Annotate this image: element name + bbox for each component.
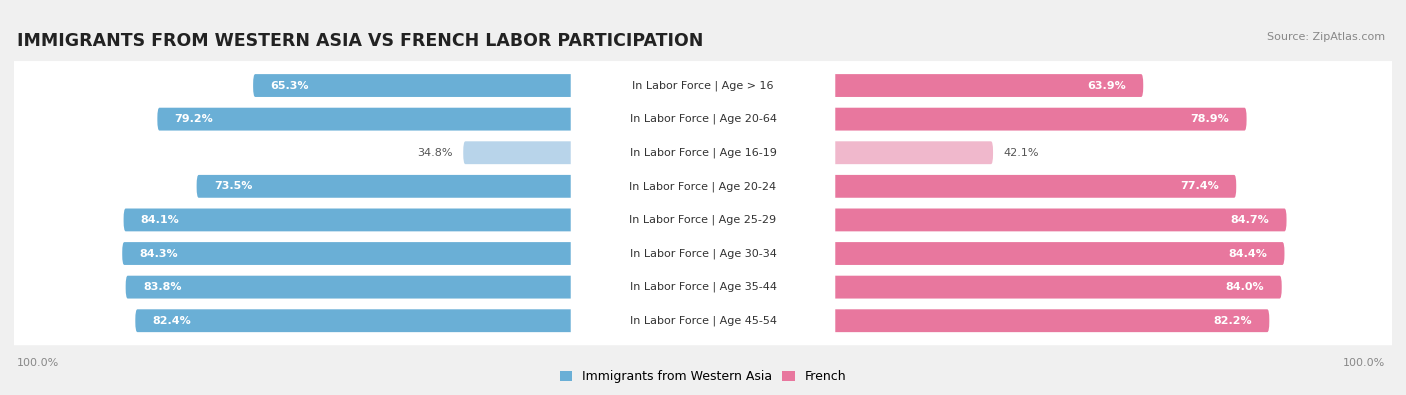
Text: 84.3%: 84.3% [139, 248, 179, 258]
Text: In Labor Force | Age 20-24: In Labor Force | Age 20-24 [630, 181, 776, 192]
Text: 84.0%: 84.0% [1226, 282, 1264, 292]
FancyBboxPatch shape [122, 242, 703, 265]
FancyBboxPatch shape [571, 202, 835, 238]
Legend: Immigrants from Western Asia, French: Immigrants from Western Asia, French [554, 365, 852, 388]
Text: In Labor Force | Age 30-34: In Labor Force | Age 30-34 [630, 248, 776, 259]
FancyBboxPatch shape [703, 209, 1286, 231]
Text: 84.4%: 84.4% [1229, 248, 1267, 258]
Text: In Labor Force | Age 25-29: In Labor Force | Age 25-29 [630, 214, 776, 225]
FancyBboxPatch shape [703, 276, 1282, 299]
FancyBboxPatch shape [13, 61, 1393, 110]
FancyBboxPatch shape [13, 95, 1393, 144]
FancyBboxPatch shape [13, 196, 1393, 245]
FancyBboxPatch shape [703, 309, 1270, 332]
Text: In Labor Force | Age 16-19: In Labor Force | Age 16-19 [630, 147, 776, 158]
Text: 82.2%: 82.2% [1213, 316, 1253, 326]
Text: 100.0%: 100.0% [1343, 358, 1385, 369]
FancyBboxPatch shape [703, 242, 1285, 265]
Text: 34.8%: 34.8% [418, 148, 453, 158]
FancyBboxPatch shape [125, 276, 703, 299]
Text: 79.2%: 79.2% [174, 114, 214, 124]
Text: 78.9%: 78.9% [1191, 114, 1229, 124]
Text: 84.7%: 84.7% [1230, 215, 1270, 225]
Text: IMMIGRANTS FROM WESTERN ASIA VS FRENCH LABOR PARTICIPATION: IMMIGRANTS FROM WESTERN ASIA VS FRENCH L… [17, 32, 703, 50]
FancyBboxPatch shape [703, 141, 993, 164]
Text: 73.5%: 73.5% [214, 181, 252, 191]
Text: 100.0%: 100.0% [17, 358, 59, 369]
FancyBboxPatch shape [571, 303, 835, 339]
Text: 84.1%: 84.1% [141, 215, 180, 225]
FancyBboxPatch shape [571, 135, 835, 171]
FancyBboxPatch shape [571, 269, 835, 305]
FancyBboxPatch shape [571, 235, 835, 272]
Text: In Labor Force | Age 45-54: In Labor Force | Age 45-54 [630, 316, 776, 326]
FancyBboxPatch shape [13, 162, 1393, 211]
Text: 77.4%: 77.4% [1180, 181, 1219, 191]
FancyBboxPatch shape [703, 175, 1236, 198]
FancyBboxPatch shape [703, 74, 1143, 97]
FancyBboxPatch shape [253, 74, 703, 97]
FancyBboxPatch shape [157, 108, 703, 131]
Text: 63.9%: 63.9% [1087, 81, 1126, 90]
Text: In Labor Force | Age 20-64: In Labor Force | Age 20-64 [630, 114, 776, 124]
FancyBboxPatch shape [571, 168, 835, 205]
FancyBboxPatch shape [197, 175, 703, 198]
FancyBboxPatch shape [13, 128, 1393, 177]
FancyBboxPatch shape [13, 296, 1393, 345]
Text: 65.3%: 65.3% [270, 81, 309, 90]
Text: 82.4%: 82.4% [152, 316, 191, 326]
FancyBboxPatch shape [13, 229, 1393, 278]
Text: 42.1%: 42.1% [1004, 148, 1039, 158]
Text: In Labor Force | Age > 16: In Labor Force | Age > 16 [633, 80, 773, 91]
Text: Source: ZipAtlas.com: Source: ZipAtlas.com [1267, 32, 1385, 41]
FancyBboxPatch shape [13, 263, 1393, 312]
FancyBboxPatch shape [124, 209, 703, 231]
FancyBboxPatch shape [571, 68, 835, 103]
Text: In Labor Force | Age 35-44: In Labor Force | Age 35-44 [630, 282, 776, 292]
FancyBboxPatch shape [703, 108, 1247, 131]
Text: 83.8%: 83.8% [143, 282, 181, 292]
FancyBboxPatch shape [135, 309, 703, 332]
FancyBboxPatch shape [463, 141, 703, 164]
FancyBboxPatch shape [571, 101, 835, 137]
